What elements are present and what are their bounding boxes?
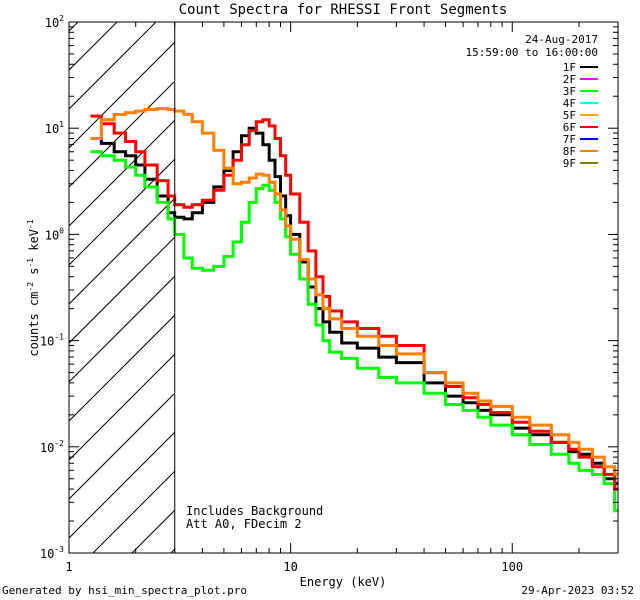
hatch-line (69, 158, 175, 266)
plot-frame (68, 21, 619, 554)
hatch-line (69, 392, 175, 500)
hatch-line (0, 0, 108, 553)
y-axis-label: counts cm-2 s-1 keV-1 (26, 219, 41, 356)
hatch-line (69, 197, 175, 305)
legend-label-6F: 6F (563, 121, 576, 134)
hatch-line (69, 236, 175, 344)
footer-timestamp: 29-Apr-2023 03:52 (521, 584, 634, 597)
hatch-line (69, 119, 175, 227)
hatch-line (69, 275, 175, 383)
y-tick-label: 10-3 (40, 545, 64, 561)
x-tick-label: 10 (283, 560, 297, 574)
series-3F (90, 150, 618, 513)
hatched-region (0, 0, 175, 553)
legend-label-4F: 4F (563, 97, 576, 110)
chart-title: Count Spectra for RHESSI Front Segments (179, 2, 508, 18)
legend-label-5F: 5F (563, 109, 576, 122)
annotation-background: Includes Background (186, 504, 323, 518)
x-tick-label: 1 (65, 560, 72, 574)
footer-generated-by: Generated by hsi_min_spectra_plot.pro (2, 584, 248, 597)
legend-label-2F: 2F (563, 73, 576, 86)
annotation-attenuator: Att A0, FDecim 2 (186, 517, 302, 531)
legend-label-1F: 1F (563, 61, 576, 74)
legend-date: 24-Aug-2017 (525, 33, 598, 46)
hatch-line (69, 314, 175, 422)
hatch-line (69, 41, 175, 149)
series-6F (90, 114, 618, 491)
minor-ticks (69, 22, 619, 553)
hatch-line (69, 80, 175, 188)
hatch-line (69, 22, 157, 110)
legend-label-3F: 3F (563, 85, 576, 98)
legend-label-7F: 7F (563, 133, 576, 146)
series-8F (90, 107, 618, 476)
legend-time-range: 15:59:00 to 16:00:00 (466, 46, 598, 59)
y-tick-label: 10-1 (40, 333, 64, 349)
x-axis-label: Energy (keV) (300, 575, 387, 589)
y-tick-label: 102 (45, 14, 64, 30)
y-tick-label: 101 (45, 120, 64, 136)
y-tick-label: 10-2 (40, 439, 64, 455)
legend-label-8F: 8F (563, 145, 576, 158)
y-tick-label: 100 (45, 226, 64, 242)
hatch-line (69, 353, 175, 461)
hatch-line (69, 22, 118, 71)
legend-label-9F: 9F (563, 157, 576, 170)
hatch-line (69, 431, 175, 539)
x-tick-label: 100 (501, 560, 523, 574)
